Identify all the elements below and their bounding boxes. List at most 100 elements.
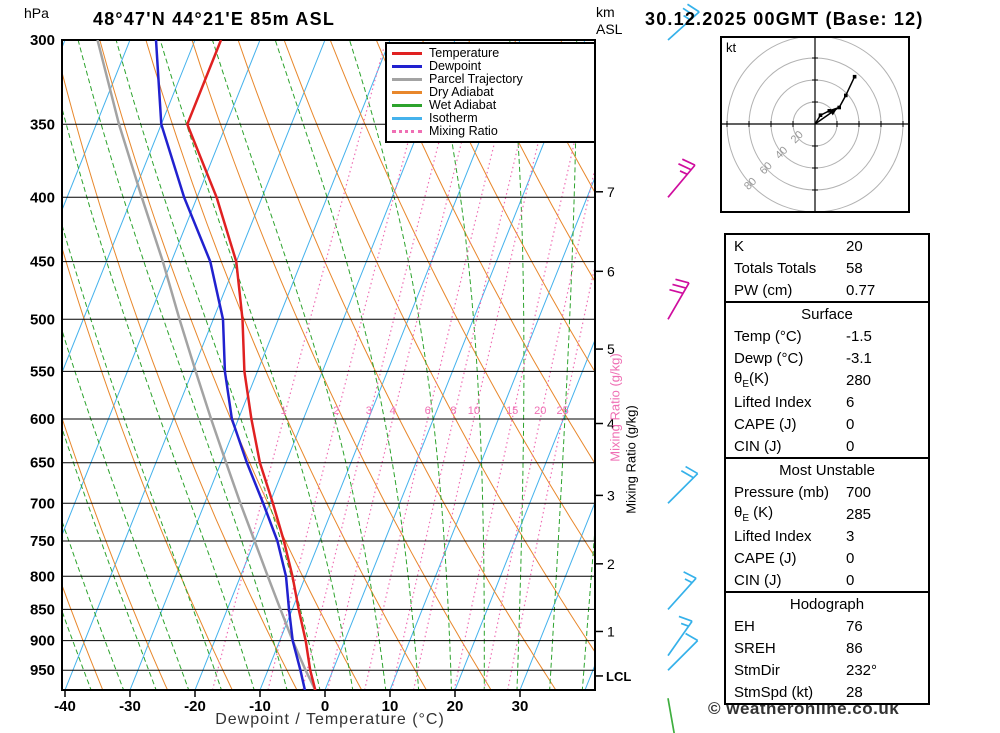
legend-swatch bbox=[392, 65, 422, 68]
stats-value: 0.77 bbox=[846, 281, 876, 299]
svg-text:750: 750 bbox=[30, 533, 55, 550]
legend-label: Dewpoint bbox=[429, 59, 482, 73]
stats-value: 232° bbox=[846, 661, 878, 679]
stats-value: 0 bbox=[846, 549, 855, 567]
svg-text:550: 550 bbox=[30, 363, 55, 380]
svg-text:6: 6 bbox=[425, 405, 431, 417]
svg-text:600: 600 bbox=[30, 411, 55, 428]
stats-label: Pressure (mb) bbox=[734, 483, 830, 501]
stats-value: 280 bbox=[846, 371, 872, 389]
altitude-unit-km: km bbox=[596, 4, 615, 20]
legend-swatch bbox=[392, 78, 422, 81]
wind-barb bbox=[667, 632, 699, 671]
legend-item: Isotherm bbox=[392, 112, 590, 125]
svg-text:450: 450 bbox=[30, 254, 55, 271]
stats-row: θE (K) 285 bbox=[726, 503, 928, 525]
station-title: 48°47'N 44°21'E 85m ASL bbox=[93, 9, 336, 29]
svg-text:900: 900 bbox=[30, 633, 55, 650]
stats-label: Dewp (°C) bbox=[734, 349, 804, 367]
stats-value: 86 bbox=[846, 639, 863, 657]
svg-text:4: 4 bbox=[607, 416, 615, 432]
stats-label: StmSpd (kt) bbox=[734, 683, 814, 701]
stats-row: θE(K) 280 bbox=[726, 369, 928, 391]
stats-label: CAPE (J) bbox=[734, 415, 797, 433]
mixing-ratio-axis-label-pink: Mixing Ratio (g/kg) bbox=[607, 353, 623, 462]
legend-item: Wet Adiabat bbox=[392, 99, 590, 112]
stats-label: SREH bbox=[734, 639, 776, 657]
legend-label: Parcel Trajectory bbox=[429, 72, 523, 86]
stats-value: -1.5 bbox=[846, 327, 872, 345]
stats-row: CAPE (J) 0 bbox=[726, 547, 928, 569]
stats-row: SREH 86 bbox=[726, 637, 928, 659]
pressure-unit-label: hPa bbox=[24, 5, 49, 21]
legend-item: Mixing Ratio bbox=[392, 125, 590, 138]
svg-text:850: 850 bbox=[30, 601, 55, 618]
legend-label: Mixing Ratio bbox=[429, 124, 498, 138]
stats-label: StmDir bbox=[734, 661, 780, 679]
svg-text:1: 1 bbox=[281, 405, 287, 417]
wind-barb bbox=[667, 465, 699, 504]
svg-text:30: 30 bbox=[512, 698, 529, 715]
stats-section-header: Surface bbox=[801, 305, 853, 323]
stats-table: K 20 Totals Totals 58 PW (cm) 0.77 Surface Temp… bbox=[724, 233, 930, 705]
svg-text:800: 800 bbox=[30, 568, 55, 585]
svg-text:5: 5 bbox=[607, 341, 615, 357]
svg-text:-30: -30 bbox=[119, 698, 141, 715]
legend-label: Wet Adiabat bbox=[429, 98, 497, 112]
legend-swatch bbox=[392, 52, 422, 55]
stats-label: Temp (°C) bbox=[734, 327, 802, 345]
svg-text:LCL: LCL bbox=[606, 669, 631, 684]
stats-label: PW (cm) bbox=[734, 281, 793, 299]
stats-row: Totals Totals 58 bbox=[726, 257, 928, 279]
svg-text:-20: -20 bbox=[184, 698, 206, 715]
stats-label: Lifted Index bbox=[734, 393, 812, 411]
svg-text:300: 300 bbox=[30, 32, 55, 49]
svg-text:3: 3 bbox=[366, 405, 372, 417]
legend-swatch bbox=[392, 117, 422, 120]
svg-text:25: 25 bbox=[556, 405, 568, 417]
legend-item: Parcel Trajectory bbox=[392, 73, 590, 86]
skewt-chart: 1 2 3 4 6 8 10 15 20 2530035040045050055060065070… bbox=[30, 3, 700, 733]
stats-section: K 20 Totals Totals 58 PW (cm) 0.77 bbox=[726, 235, 928, 301]
svg-text:400: 400 bbox=[30, 189, 55, 206]
stats-row: K 20 bbox=[726, 235, 928, 257]
svg-text:3: 3 bbox=[607, 487, 615, 503]
stats-section: Hodograph EH 76 SREH 86 StmDir 232° StmSpd (kt)… bbox=[726, 591, 928, 703]
stats-row: StmDir 232° bbox=[726, 659, 928, 681]
legend-label: Temperature bbox=[429, 46, 500, 60]
svg-text:500: 500 bbox=[30, 311, 55, 328]
wind-barb bbox=[667, 698, 688, 733]
stats-section-header: Most Unstable bbox=[779, 461, 875, 479]
legend-item: Temperature bbox=[392, 47, 590, 60]
stats-row: EH 76 bbox=[726, 615, 928, 637]
svg-text:15: 15 bbox=[506, 405, 518, 417]
temperature-line bbox=[186, 40, 317, 690]
altitude-unit-label: km ASL bbox=[596, 4, 622, 38]
svg-text:7: 7 bbox=[607, 184, 615, 200]
legend-swatch bbox=[392, 104, 422, 107]
stats-value: 20 bbox=[846, 237, 863, 255]
hodograph-unit-label: kt bbox=[726, 40, 737, 55]
stats-row: Lifted Index 6 bbox=[726, 391, 928, 413]
stats-row: CAPE (J) 0 bbox=[726, 413, 928, 435]
stats-label: K bbox=[734, 237, 745, 255]
stats-label: Lifted Index bbox=[734, 527, 812, 545]
svg-text:10: 10 bbox=[382, 698, 399, 715]
legend-label: Isotherm bbox=[429, 111, 478, 125]
stats-label: θE(K) bbox=[734, 370, 770, 390]
svg-text:10: 10 bbox=[468, 405, 480, 417]
svg-text:20: 20 bbox=[447, 698, 464, 715]
svg-text:8: 8 bbox=[450, 405, 456, 417]
wind-barb bbox=[667, 571, 697, 610]
stats-label: CIN (J) bbox=[734, 437, 782, 455]
stats-row: Pressure (mb) 700 bbox=[726, 481, 928, 503]
stats-label: Totals Totals bbox=[734, 259, 817, 277]
svg-text:700: 700 bbox=[30, 495, 55, 512]
svg-text:0: 0 bbox=[321, 698, 329, 715]
stats-row: Temp (°C) -1.5 bbox=[726, 325, 928, 347]
mixing-ratio-labels: 1 2 3 4 6 8 10 15 20 25 bbox=[281, 405, 569, 417]
stats-value: 700 bbox=[846, 483, 872, 501]
stats-value: 0 bbox=[846, 437, 855, 455]
